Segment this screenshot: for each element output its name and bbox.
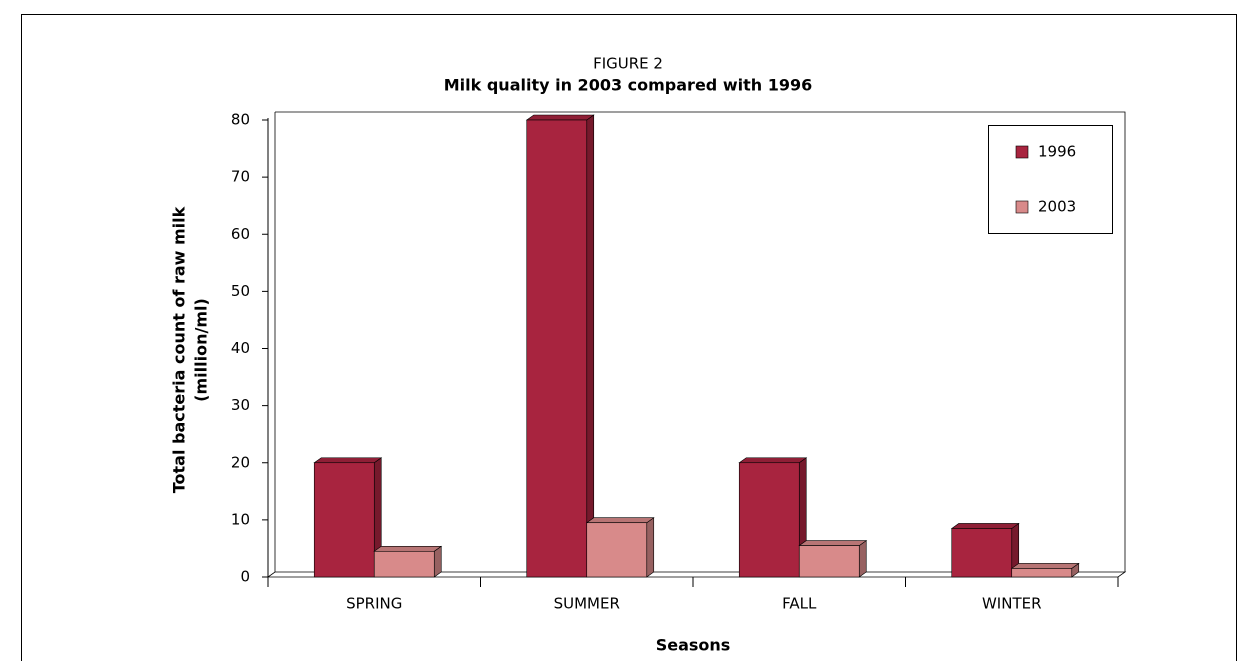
y-tick-label: 10 [231,510,250,528]
bar-top [525,114,595,121]
y-tick-label: 20 [231,453,250,471]
bar-side [586,114,595,578]
y-tick-label: 0 [240,568,250,586]
back-wall [275,111,1126,572]
bar-top [1010,563,1080,569]
bar-side [646,517,655,578]
y-axis-title-line: Total bacteria count of raw milk [170,206,189,493]
bar [798,545,860,578]
bar-top [373,545,443,552]
legend [988,125,1113,234]
bar [951,528,1013,578]
bar [586,522,648,578]
y-tick-label: 40 [231,339,250,357]
bar-top [798,540,868,546]
bar-side [858,539,867,578]
bar [738,462,800,578]
bar [313,462,375,578]
y-tick-label: 50 [231,282,250,300]
y-tick-label: 30 [231,396,250,414]
bar [1011,568,1073,578]
bar-top [738,457,808,464]
bar [373,550,435,578]
legend-label: 1996 [1038,143,1076,161]
bar-top [950,523,1020,529]
x-tick-label: SUMMER [554,595,620,613]
y-axis-title-line: (million/ml) [192,298,211,402]
y-tick-label: 70 [231,168,250,186]
bar [526,119,588,578]
frame [21,14,1237,661]
chart-title: FIGURE 2 [593,55,663,73]
y-tick-label: 60 [231,225,250,243]
x-tick-label: SPRING [346,595,402,613]
legend-swatch [1015,145,1029,159]
x-tick-label: FALL [782,595,817,613]
x-axis-title: Seasons [656,636,731,655]
legend-swatch [1015,200,1029,214]
legend-label: 2003 [1038,198,1076,216]
bar-top [313,457,383,464]
bar-top [585,517,655,524]
chart-subtitle: Milk quality in 2003 compared with 1996 [444,76,812,95]
x-tick-label: WINTER [982,595,1042,613]
y-tick-label: 80 [231,111,250,129]
y-axis-title: Total bacteria count of raw milk (millio… [170,206,211,493]
